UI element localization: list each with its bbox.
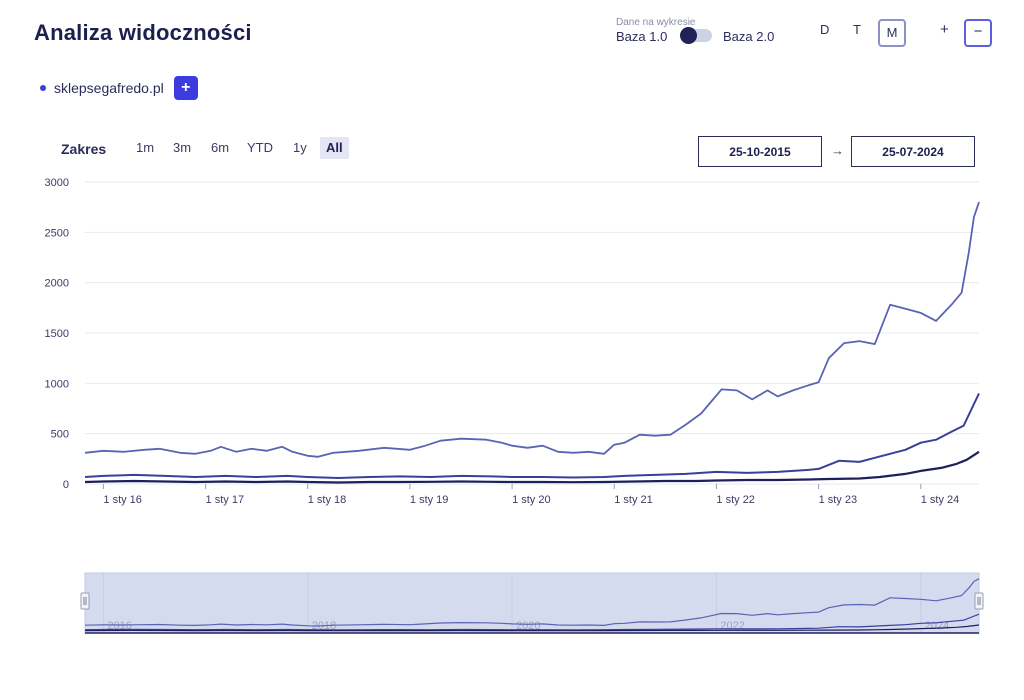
x-tick-label: 1 sty 24 <box>921 494 960 506</box>
y-tick-label: 2500 <box>45 227 69 239</box>
domain-name: sklepsegafredo.pl <box>54 80 164 96</box>
navigator-year-label: 2020 <box>516 620 540 632</box>
y-tick-label: 500 <box>51 429 69 441</box>
base-1-label: Baza 1.0 <box>616 29 668 44</box>
add-domain-button[interactable]: + <box>173 76 198 100</box>
navigator-selection[interactable] <box>84 572 980 634</box>
domain-row: sklepsegafredo.pl + <box>40 76 198 100</box>
range-label: Zakres <box>61 141 107 157</box>
date-to-input[interactable]: 25-07-2024 <box>851 136 975 167</box>
range-1y-button[interactable]: 1y <box>293 140 307 155</box>
x-tick-label: 1 sty 16 <box>103 494 142 506</box>
navigator-series-bottom <box>84 624 980 632</box>
base-toggle-knob <box>680 27 697 44</box>
x-tick-label: 1 sty 17 <box>206 494 245 506</box>
period-day-button[interactable]: D <box>820 22 830 37</box>
page-title: Analiza widoczności <box>34 20 252 45</box>
data-source-caption: Dane na wykresie <box>616 17 696 28</box>
zoom-out-button[interactable]: − <box>964 19 992 47</box>
zoom-in-button[interactable]: + <box>940 21 949 38</box>
series-line-mid <box>84 392 980 479</box>
navigator-series-top <box>84 578 980 627</box>
base-2-label: Baza 2.0 <box>723 29 775 44</box>
range-3m-button[interactable]: 3m <box>173 140 192 155</box>
y-tick-label: 1000 <box>45 378 69 390</box>
date-from-input[interactable]: 25-10-2015 <box>698 136 822 167</box>
series-line-top <box>84 201 980 458</box>
domain-color-dot <box>40 85 46 91</box>
x-tick-label: 1 sty 21 <box>614 494 653 506</box>
y-tick-label: 1500 <box>45 328 69 340</box>
navigator-left-handle[interactable] <box>80 592 90 610</box>
series-line-bottom <box>84 450 980 484</box>
base-toggle-switch[interactable] <box>680 27 712 44</box>
range-6m-button[interactable]: 6m <box>211 140 230 155</box>
period-week-button[interactable]: T <box>853 22 861 37</box>
x-tick-label: 1 sty 23 <box>819 494 858 506</box>
x-tick-label: 1 sty 18 <box>308 494 347 506</box>
navigator-right-handle[interactable] <box>974 592 984 610</box>
x-tick-label: 1 sty 20 <box>512 494 551 506</box>
range-all-button[interactable]: All <box>320 137 349 159</box>
period-month-button[interactable]: M <box>878 19 906 47</box>
y-tick-label: 0 <box>63 479 69 491</box>
x-tick-label: 1 sty 19 <box>410 494 449 506</box>
range-ytd-button[interactable]: YTD <box>247 140 273 155</box>
date-range-arrow: → <box>831 143 844 158</box>
range-1m-button[interactable]: 1m <box>136 140 155 155</box>
y-tick-label: 3000 <box>45 177 69 189</box>
y-tick-label: 2000 <box>45 278 69 290</box>
navigator-series-mid <box>84 613 980 631</box>
x-tick-label: 1 sty 22 <box>716 494 755 506</box>
